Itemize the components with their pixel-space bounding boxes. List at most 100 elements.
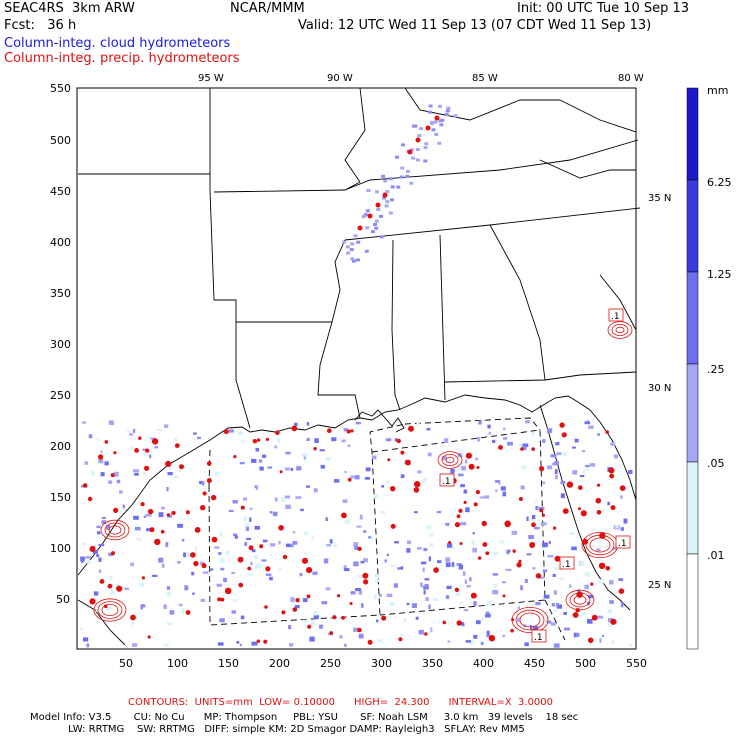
cloud-cell <box>503 427 506 430</box>
cloud-cell <box>296 464 300 467</box>
cloud-cell <box>554 469 558 474</box>
cloud-cell <box>274 497 278 502</box>
cloud-cell <box>581 612 587 616</box>
lon-label-95w: 95 W <box>198 73 224 84</box>
precip-cell <box>185 610 191 615</box>
cloud-cell <box>607 609 613 614</box>
precip-cell <box>211 536 218 543</box>
precip-cell <box>605 566 611 571</box>
precip-cell <box>477 556 482 560</box>
cloud-cell <box>571 446 576 449</box>
cloud-cell <box>473 601 477 607</box>
precip-cell <box>591 614 598 621</box>
cloud-cell <box>243 516 247 522</box>
precip-cell <box>145 448 150 453</box>
precip-cell <box>572 612 579 618</box>
cloud-cell <box>478 420 482 425</box>
cloud-cell <box>381 485 385 488</box>
precip-cell <box>237 556 244 563</box>
cloud-cell <box>390 198 395 202</box>
cloud-cell <box>379 594 382 597</box>
cloud-cell <box>350 242 355 246</box>
precip-cell <box>147 635 151 639</box>
cloud-cell <box>101 520 107 525</box>
cloud-cell <box>409 181 414 185</box>
cloud-cell <box>416 616 419 619</box>
cloud-cell <box>183 552 186 558</box>
cloud-cell <box>292 531 296 534</box>
cloud-cell <box>108 480 113 484</box>
y-tick-label: 250 <box>50 389 71 402</box>
organization: NCAR/MMM <box>230 1 305 16</box>
precip-cell <box>99 579 105 584</box>
precip-cell <box>306 567 313 574</box>
cloud-cell <box>589 643 595 646</box>
cloud-cell <box>161 506 165 510</box>
cloud-cell <box>620 602 624 608</box>
precip-cell <box>256 438 261 442</box>
cloud-cell <box>447 640 451 643</box>
precip-cell <box>463 500 467 504</box>
precip-cell <box>247 566 252 571</box>
precip-cell <box>166 513 171 517</box>
model-info-line-2: LW: RRTMG SW: RRTMG DIFF: simple KM: 2D … <box>30 724 525 735</box>
precip-cell <box>553 526 557 530</box>
field-precip-label: Column-integ. precip. hydrometeors <box>4 51 240 66</box>
cloud-cell <box>546 428 553 433</box>
precip-cell <box>454 587 460 592</box>
cloud-cell <box>146 528 152 532</box>
precip-cell <box>278 525 284 531</box>
cloud-cell <box>302 598 308 603</box>
cloud-cell <box>545 620 552 624</box>
cloud-cell <box>177 523 183 528</box>
cloud-cell <box>261 559 267 562</box>
cloud-cell <box>451 562 455 567</box>
cloud-cell <box>422 479 426 483</box>
cloud-cell <box>422 567 425 573</box>
precip-cell <box>424 632 428 636</box>
cloud-cell <box>388 177 393 181</box>
cloud-cell <box>314 438 319 444</box>
cloud-cell <box>364 477 370 480</box>
cloud-cell <box>339 635 343 639</box>
cloud-cell <box>429 533 434 537</box>
cloud-cell <box>358 590 363 595</box>
cloud-cell <box>519 443 525 448</box>
precip-cell <box>295 598 300 603</box>
precip-cell <box>535 573 542 579</box>
cloud-cell <box>110 590 115 595</box>
precip-cell <box>465 452 472 459</box>
precip-cell <box>434 115 440 121</box>
forecast-hour: Fcst: 36 h <box>4 18 77 33</box>
cloud-cell <box>95 609 98 612</box>
cloud-cell <box>423 590 426 595</box>
cloud-cell <box>245 526 249 531</box>
precip-cell <box>111 551 115 556</box>
cloud-cell <box>232 599 239 602</box>
cloud-cell <box>375 190 379 194</box>
cloud-cell <box>313 488 318 493</box>
cloud-cell <box>424 583 429 588</box>
cloud-cell <box>445 557 451 562</box>
precip-cell <box>329 631 334 635</box>
cloud-cell <box>367 536 371 539</box>
cloud-cell <box>445 595 450 599</box>
cloud-cell <box>534 526 540 530</box>
precip-hydrometeor-contours <box>82 115 633 645</box>
cloud-cell <box>177 561 181 564</box>
cloud-cell <box>488 431 491 435</box>
precip-cell <box>577 507 581 511</box>
precip-cell <box>512 549 516 553</box>
precip-cell <box>116 585 123 592</box>
cloud-cell <box>477 436 480 442</box>
cloud-cell <box>558 577 564 581</box>
precip-cell <box>160 529 165 534</box>
cloud-cell <box>502 491 507 497</box>
precip-contour <box>101 604 119 617</box>
cloud-cell <box>254 485 257 489</box>
cloud-cell <box>325 517 328 521</box>
precip-cell <box>609 473 615 479</box>
cloud-cell <box>97 531 101 535</box>
precip-cell <box>510 628 514 633</box>
cloud-cell <box>455 591 461 596</box>
